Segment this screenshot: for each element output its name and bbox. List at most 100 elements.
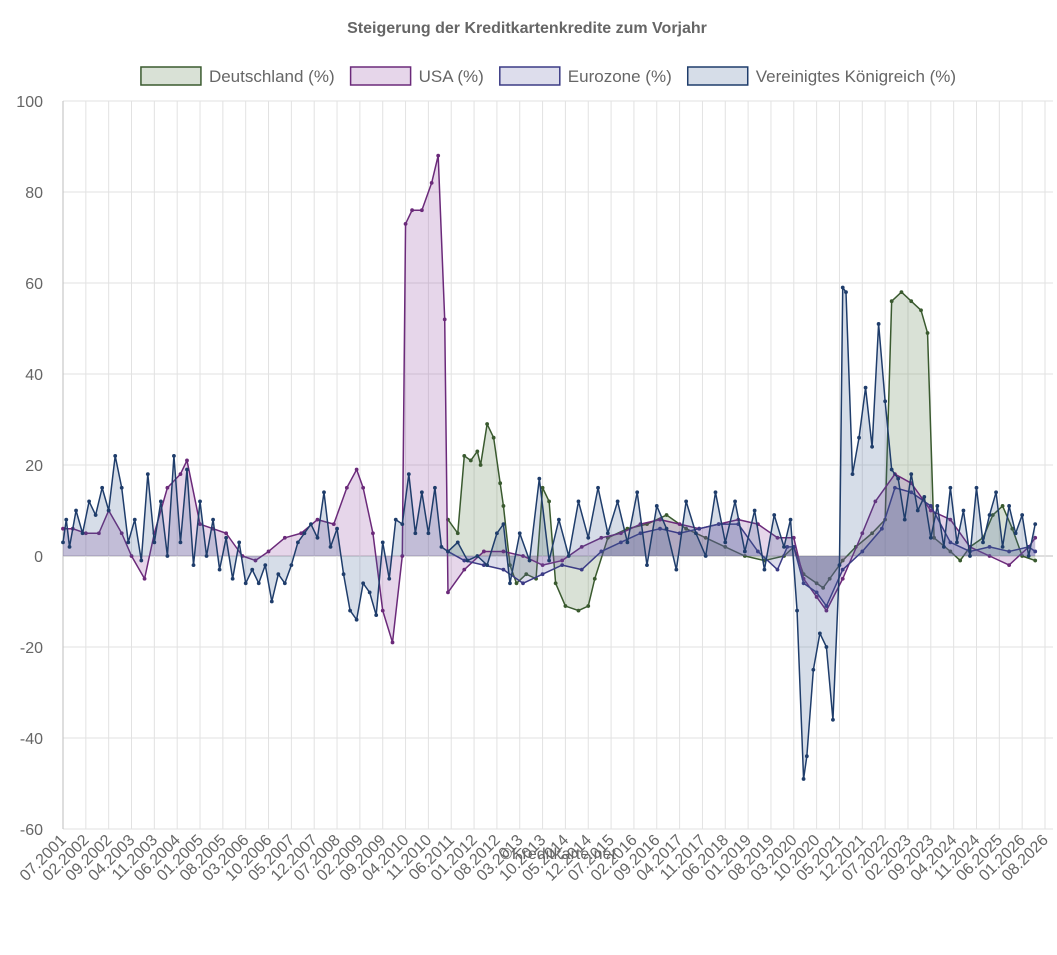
data-point <box>501 504 506 508</box>
data-point <box>772 513 777 517</box>
data-point <box>217 567 222 572</box>
data-point <box>508 563 512 567</box>
data-point <box>752 508 757 513</box>
data-point <box>419 490 424 495</box>
data-point <box>80 531 85 536</box>
data-point <box>282 535 287 540</box>
data-point <box>393 517 398 522</box>
data-point <box>266 549 271 554</box>
data-point <box>824 604 829 608</box>
data-point <box>433 485 437 490</box>
data-point <box>948 549 953 554</box>
legend[interactable]: Deutschland (%) USA (%) Eurozone (%) Verein… <box>140 66 956 86</box>
data-point <box>948 517 953 522</box>
data-point <box>263 563 268 567</box>
data-point <box>204 554 209 558</box>
data-point <box>413 531 418 536</box>
y-tick-label: -20 <box>20 640 43 657</box>
legend-item-1[interactable]: USA (%) <box>349 66 484 86</box>
data-point <box>837 563 842 567</box>
data-point <box>814 590 819 595</box>
data-point <box>172 454 176 458</box>
data-point <box>658 517 662 522</box>
data-point <box>925 331 930 335</box>
data-point <box>990 513 995 517</box>
data-point <box>579 567 584 572</box>
data-point <box>1007 504 1012 508</box>
data-point <box>703 535 708 540</box>
data-point <box>481 549 486 554</box>
data-point <box>664 526 669 531</box>
data-point <box>253 558 258 563</box>
legend-swatch <box>499 66 561 86</box>
data-point <box>524 572 529 577</box>
data-point <box>465 558 470 563</box>
data-point <box>481 563 486 567</box>
data-point <box>361 581 366 586</box>
data-point <box>684 526 689 531</box>
legend-swatch <box>140 66 202 86</box>
data-point <box>638 531 643 536</box>
data-point <box>987 545 992 549</box>
data-point <box>354 467 359 472</box>
data-point <box>322 490 326 495</box>
series-area <box>63 287 1036 779</box>
data-point <box>560 558 565 563</box>
data-point <box>821 585 826 590</box>
data-point <box>374 613 379 618</box>
data-point <box>844 290 848 294</box>
data-point <box>289 563 294 567</box>
y-tick-label: 100 <box>16 94 43 111</box>
data-point <box>968 554 972 558</box>
data-point <box>341 572 346 577</box>
data-point <box>863 385 868 390</box>
data-point <box>1000 504 1005 508</box>
legend-label: USA (%) <box>419 67 484 86</box>
legend-item-2[interactable]: Eurozone (%) <box>499 66 672 86</box>
legend-item-3[interactable]: Vereinigtes Königreich (%) <box>686 66 956 86</box>
data-point <box>178 540 183 545</box>
series-0 <box>446 290 1038 613</box>
data-point <box>540 563 545 567</box>
data-point <box>302 531 307 536</box>
y-tick-label: 20 <box>25 458 43 475</box>
data-point <box>1033 549 1038 554</box>
legend-swatch <box>349 66 412 86</box>
data-point <box>145 472 150 476</box>
data-point <box>429 181 434 185</box>
data-point <box>599 549 604 554</box>
data-point <box>142 576 147 581</box>
data-point <box>475 449 480 454</box>
data-point <box>521 554 525 558</box>
legend-label: Deutschland (%) <box>209 67 335 86</box>
legend-label: Eurozone (%) <box>568 67 672 86</box>
data-point <box>782 545 786 549</box>
legend-item-0[interactable]: Deutschland (%) <box>140 66 335 86</box>
data-point <box>625 540 630 545</box>
data-point <box>556 517 561 522</box>
data-point <box>935 504 940 508</box>
data-point <box>1000 545 1005 549</box>
data-point <box>537 476 542 481</box>
data-point <box>860 549 865 554</box>
data-point <box>485 422 490 426</box>
data-point <box>501 522 506 527</box>
data-point <box>1033 522 1038 527</box>
data-point <box>850 472 855 476</box>
data-point <box>87 499 91 504</box>
data-point <box>211 517 215 522</box>
data-point <box>922 494 927 499</box>
data-point <box>896 476 901 481</box>
data-point <box>994 490 998 495</box>
data-point <box>795 608 799 613</box>
data-point <box>380 608 385 613</box>
data-point <box>348 608 352 613</box>
data-point <box>419 208 424 213</box>
data-point <box>716 522 721 527</box>
data-point <box>93 513 98 517</box>
data-point <box>96 531 101 536</box>
data-point <box>723 540 728 545</box>
data-point <box>158 499 163 504</box>
data-point <box>521 581 525 586</box>
data-point <box>436 153 441 158</box>
